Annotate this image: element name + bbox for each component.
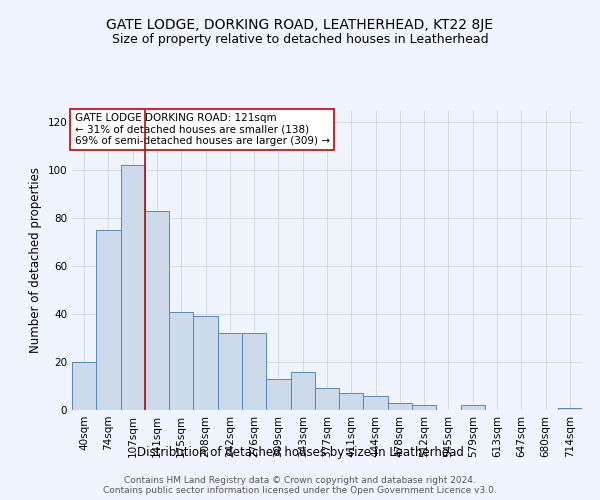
Bar xyxy=(242,333,266,410)
Text: Contains HM Land Registry data © Crown copyright and database right 2024.
Contai: Contains HM Land Registry data © Crown c… xyxy=(103,476,497,495)
Bar xyxy=(364,396,388,410)
Text: GATE LODGE DORKING ROAD: 121sqm
← 31% of detached houses are smaller (138)
69% o: GATE LODGE DORKING ROAD: 121sqm ← 31% of… xyxy=(74,113,329,146)
Bar xyxy=(218,333,242,410)
Bar xyxy=(558,408,582,410)
Bar xyxy=(339,393,364,410)
Y-axis label: Number of detached properties: Number of detached properties xyxy=(29,167,42,353)
Bar xyxy=(315,388,339,410)
Text: GATE LODGE, DORKING ROAD, LEATHERHEAD, KT22 8JE: GATE LODGE, DORKING ROAD, LEATHERHEAD, K… xyxy=(107,18,493,32)
Bar xyxy=(169,312,193,410)
Bar xyxy=(388,403,412,410)
Bar xyxy=(121,165,145,410)
Text: Distribution of detached houses by size in Leatherhead: Distribution of detached houses by size … xyxy=(137,446,463,459)
Bar xyxy=(290,372,315,410)
Bar xyxy=(96,230,121,410)
Bar xyxy=(266,379,290,410)
Bar xyxy=(412,405,436,410)
Bar xyxy=(72,362,96,410)
Bar xyxy=(145,211,169,410)
Bar xyxy=(461,405,485,410)
Bar xyxy=(193,316,218,410)
Text: Size of property relative to detached houses in Leatherhead: Size of property relative to detached ho… xyxy=(112,32,488,46)
